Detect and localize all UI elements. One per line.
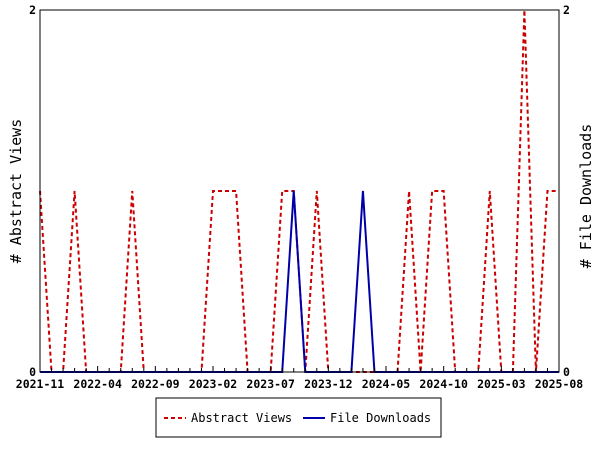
x-axis-ticks: 2021-11 2022-04 2022-09 2023-02 2023-07 2023-… <box>16 366 584 391</box>
series-line-file-downloads <box>40 190 559 373</box>
x-tick-label: 2024-10 <box>419 377 468 391</box>
legend-label-abstract-views: Abstract Views <box>191 411 292 425</box>
y-axis-left-label: # Abstract Views <box>7 119 25 264</box>
legend-box <box>155 397 442 438</box>
x-tick-label: 2023-07 <box>246 377 295 391</box>
y-left-tick-label: 2 <box>29 3 36 17</box>
y-right-tick-label: 2 <box>563 3 570 17</box>
x-tick-label: 2025-08 <box>535 377 584 391</box>
legend: Abstract Views File Downloads <box>155 397 442 438</box>
y-right-tick-label: 0 <box>563 365 570 379</box>
series-line-abstract-views <box>39 9 559 373</box>
y-axis-ticks: 0 0 2 2 <box>29 3 570 379</box>
y-left-tick-label: 0 <box>29 365 36 379</box>
plot-frame <box>39 9 560 373</box>
x-tick-label: 2023-02 <box>189 377 237 391</box>
plot-lines <box>39 9 559 373</box>
x-tick-label: 2023-12 <box>304 377 352 391</box>
x-tick-label: 2021-11 <box>16 377 65 391</box>
x-tick-label: 2022-04 <box>73 377 122 391</box>
x-tick-label: 2022-09 <box>131 377 180 391</box>
x-tick-label: 2025-03 <box>477 377 526 391</box>
legend-label-file-downloads: File Downloads <box>330 411 431 425</box>
x-tick-label: 2024-05 <box>362 377 411 391</box>
y-axis-right-label: # File Downloads <box>577 124 595 269</box>
